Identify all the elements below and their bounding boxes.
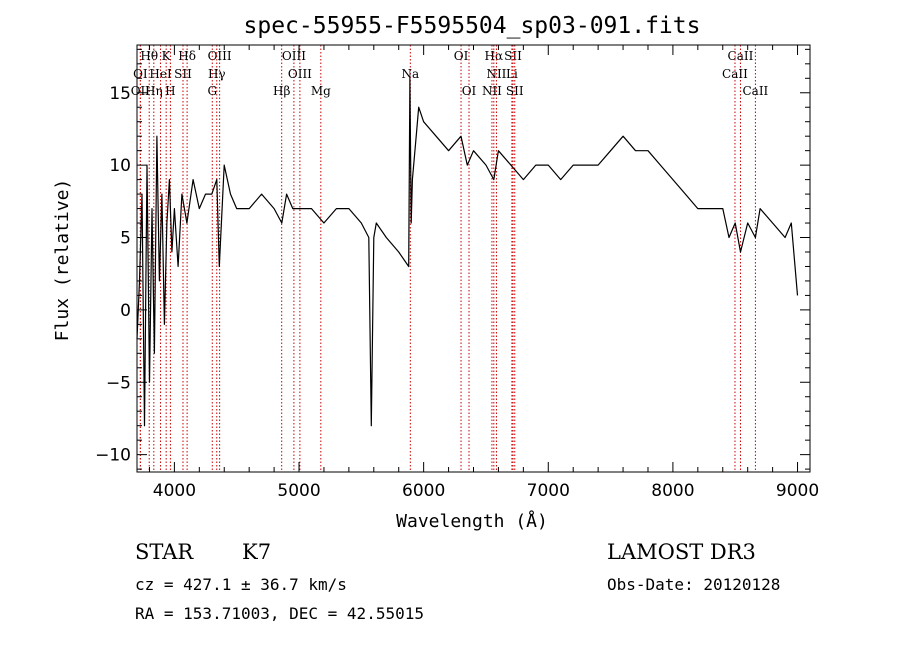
marker-label: HeI [149, 67, 172, 81]
x-tick-label: 8000 [651, 481, 694, 501]
y-tick-label: 10 [109, 156, 131, 176]
chart-title: spec-55955-F5595504_sp03-091.fits [244, 13, 701, 39]
marker-label: SII [506, 84, 524, 98]
x-tick-label: 9000 [776, 481, 819, 501]
sky-coordinates: RA = 153.71003, DEC = 42.55015 [135, 604, 424, 623]
x-tick-label: 7000 [527, 481, 570, 501]
marker-label: SII [504, 49, 522, 63]
marker-label: OIII [288, 67, 312, 81]
spectrum-series [136, 77, 799, 427]
x-tick-label: 5000 [277, 481, 320, 501]
marker-label: CaII [728, 49, 754, 63]
object-subclass: K7 [242, 540, 272, 564]
marker-label: NII [482, 84, 502, 98]
plot-frame [136, 44, 811, 473]
spectrum-line [136, 77, 799, 427]
marker-label: Hη [145, 84, 163, 98]
marker-label: OI [462, 84, 477, 98]
spectrum-chart: spec-55955-F5595504_sp03-091.fits Hθ K Hδ O… [52, 13, 819, 532]
x-axis: 4000 5000 6000 7000 8000 9000 [148, 45, 819, 501]
marker-label: Li [506, 67, 518, 81]
marker-label: Na [401, 67, 419, 81]
marker-label: Hα [485, 49, 504, 63]
marker-label: Mg [311, 84, 331, 98]
y-tick-label: −5 [106, 373, 131, 393]
y-tick-label: −10 [95, 446, 131, 466]
x-axis-label: Wavelength (Å) [396, 510, 548, 532]
marker-label: Hθ [140, 49, 158, 63]
object-class: STAR [135, 540, 194, 564]
observation-date: Obs-Date: 20120128 [607, 575, 781, 594]
marker-label: CaII [722, 67, 748, 81]
marker-label: G [207, 84, 217, 98]
marker-label: NII [486, 67, 506, 81]
marker-label: K [162, 49, 172, 63]
marker-label: OII [131, 84, 151, 98]
marker-label: Hδ [178, 49, 196, 63]
marker-label: OIII [282, 49, 306, 63]
redshift-velocity: cz = 427.1 ± 36.7 km/s [135, 575, 347, 594]
y-axis-label: Flux (relative) [52, 179, 73, 342]
marker-label: Hβ [273, 84, 290, 98]
y-tick-label: 0 [120, 301, 131, 321]
marker-label: Hγ [208, 67, 226, 81]
marker-label: OI [454, 49, 469, 63]
marker-label: CaII [742, 84, 768, 98]
y-tick-label: 15 [109, 84, 131, 104]
x-tick-label: 4000 [153, 481, 196, 501]
x-tick-label: 6000 [402, 481, 445, 501]
survey-name: LAMOST DR3 [607, 540, 756, 564]
marker-label: SII [174, 67, 192, 81]
y-tick-label: 5 [120, 229, 131, 249]
marker-label: H [165, 84, 175, 98]
marker-label: OIII [208, 49, 232, 63]
y-axis: −10 −5 0 5 10 15 [95, 48, 810, 470]
